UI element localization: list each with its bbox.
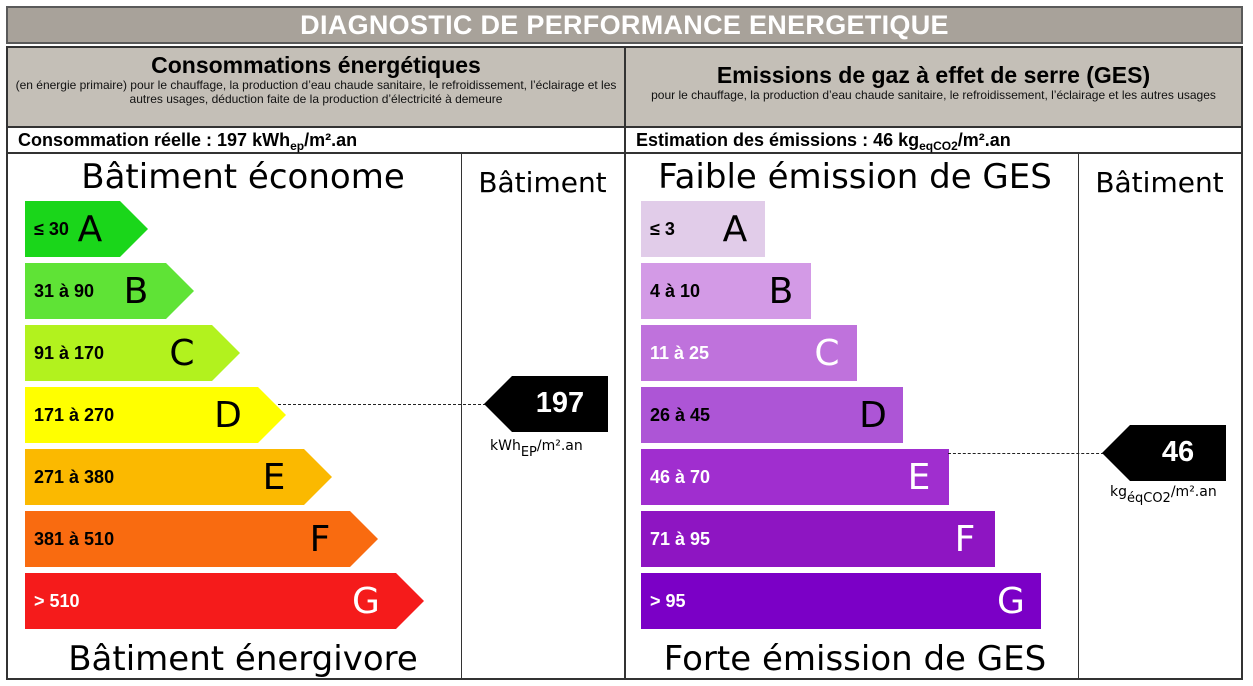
band-shape-d bbox=[25, 387, 286, 443]
ges-panel: Emissions de gaz à effet de serre (GES) … bbox=[624, 46, 1243, 680]
band-a: ≤ 3 A bbox=[641, 201, 765, 257]
energy-header: Consommations énergétiques (en énergie p… bbox=[8, 48, 624, 128]
band-shape-b bbox=[25, 263, 194, 319]
band-range-c: 11 à 25 bbox=[650, 343, 710, 363]
ges-measure-suffix: /m².an bbox=[957, 130, 1011, 150]
band-shape-c bbox=[25, 325, 240, 381]
band-letter-a: A bbox=[77, 209, 103, 250]
band-f: 381 à 510 F bbox=[25, 511, 378, 567]
band-range-a: ≤ 3 bbox=[650, 219, 675, 239]
ges-unit-pre: kg bbox=[1110, 484, 1127, 500]
energy-top-caption: Bâtiment économe bbox=[81, 157, 405, 197]
band-letter-d: D bbox=[214, 395, 242, 436]
band-letter-d: D bbox=[859, 395, 887, 436]
energy-marker-shape bbox=[484, 376, 608, 432]
band-range-f: 71 à 95 bbox=[650, 529, 711, 549]
ges-marker: 46 bbox=[1102, 425, 1226, 481]
energy-unit-post: /m².an bbox=[536, 438, 583, 454]
band-shape-d bbox=[641, 387, 903, 443]
band-letter-e: E bbox=[262, 457, 286, 498]
ges-measure-sub: eqCO2 bbox=[919, 139, 958, 153]
band-range-f: 381 à 510 bbox=[34, 529, 115, 549]
band-letter-g: G bbox=[997, 581, 1025, 622]
band-c: 91 à 170 C bbox=[25, 325, 240, 381]
band-letter-c: C bbox=[169, 333, 195, 374]
energy-marker-value: 197 bbox=[535, 387, 585, 419]
ges-marker-leader bbox=[948, 453, 1104, 454]
band-range-d: 26 à 45 bbox=[650, 405, 711, 425]
band-range-a: ≤ 30 bbox=[34, 219, 69, 239]
band-f: 71 à 95 F bbox=[641, 511, 995, 567]
band-range-b: 4 à 10 bbox=[650, 281, 701, 301]
band-range-g: > 95 bbox=[650, 591, 686, 611]
energy-unit-sub: EP bbox=[520, 445, 537, 460]
energy-panel: Consommations énergétiques (en énergie p… bbox=[6, 46, 626, 680]
band-range-d: 171 à 270 bbox=[34, 405, 115, 425]
band-range-e: 271 à 380 bbox=[34, 467, 115, 487]
band-letter-f: F bbox=[309, 519, 331, 560]
energy-marker-unit: kWhEP/m².an bbox=[490, 438, 583, 459]
band-letter-f: F bbox=[954, 519, 976, 560]
band-letter-c: C bbox=[814, 333, 840, 374]
energy-marker: 197 bbox=[484, 376, 608, 432]
ges-unit-post: /m².an bbox=[1170, 484, 1217, 500]
energy-subheading: (en énergie primaire) pour le chauffage,… bbox=[15, 78, 617, 106]
band-shape-e bbox=[641, 449, 949, 505]
band-shape-f bbox=[641, 511, 995, 567]
band-a: ≤ 30 A bbox=[25, 201, 148, 257]
band-letter-a: A bbox=[722, 209, 748, 250]
band-b: 4 à 10 B bbox=[641, 263, 811, 319]
energy-marker-leader bbox=[278, 404, 486, 405]
ges-marker-value: 46 bbox=[1161, 436, 1195, 468]
band-shape-g bbox=[641, 573, 1041, 629]
energy-bottom-caption: Bâtiment énergivore bbox=[68, 639, 418, 679]
ges-top-caption: Faible émission de GES bbox=[658, 157, 1052, 197]
ges-marker-unit: kgéqCO2/m².an bbox=[1110, 484, 1217, 505]
ges-bottom-caption: Forte émission de GES bbox=[663, 639, 1047, 679]
band-shape-f bbox=[25, 511, 378, 567]
band-shape-c bbox=[641, 325, 857, 381]
band-letter-e: E bbox=[907, 457, 931, 498]
band-shape-g bbox=[25, 573, 424, 629]
band-shape-a bbox=[641, 201, 765, 257]
dpe-page: DIAGNOSTIC DE PERFORMANCE ENERGETIQUE Co… bbox=[6, 6, 1243, 680]
band-d: 26 à 45 D bbox=[641, 387, 903, 443]
band-shape-e bbox=[25, 449, 332, 505]
ges-column-label: Bâtiment bbox=[1095, 166, 1224, 199]
energy-measure-prefix: Consommation réelle : 197 kWh bbox=[18, 130, 291, 150]
ges-measure: Estimation des émissions : 46 kgeqCO2/m²… bbox=[626, 128, 1241, 154]
band-g: > 95 G bbox=[641, 573, 1041, 629]
band-e: 46 à 70 E bbox=[641, 449, 949, 505]
band-c: 11 à 25 C bbox=[641, 325, 857, 381]
band-letter-b: B bbox=[123, 271, 149, 312]
ges-heading: Emissions de gaz à effet de serre (GES) bbox=[716, 62, 1151, 88]
ges-measure-prefix: Estimation des émissions : 46 kg bbox=[636, 130, 920, 150]
band-range-e: 46 à 70 bbox=[650, 467, 711, 487]
band-range-c: 91 à 170 bbox=[34, 343, 105, 363]
ges-column-divider bbox=[1078, 154, 1079, 678]
energy-unit-pre: kWh bbox=[490, 438, 521, 454]
band-shape-a bbox=[25, 201, 148, 257]
ges-subheading: pour le chauffage, la production d’eau c… bbox=[651, 88, 1216, 102]
energy-measure-sub: ep bbox=[290, 139, 305, 153]
energy-measure-suffix: /m².an bbox=[304, 130, 358, 150]
page-title: DIAGNOSTIC DE PERFORMANCE ENERGETIQUE bbox=[6, 6, 1243, 44]
ges-header: Emissions de gaz à effet de serre (GES) … bbox=[626, 48, 1241, 128]
band-e: 271 à 380 E bbox=[25, 449, 332, 505]
band-d: 171 à 270 D bbox=[25, 387, 286, 443]
energy-heading: Consommations énergétiques bbox=[151, 52, 481, 78]
ges-unit-sub: éqCO2 bbox=[1127, 491, 1171, 506]
energy-column-divider bbox=[461, 154, 462, 678]
energy-column-label: Bâtiment bbox=[478, 166, 607, 199]
ges-marker-shape bbox=[1102, 425, 1226, 481]
band-g: > 510 G bbox=[25, 573, 424, 629]
band-letter-g: G bbox=[352, 581, 380, 622]
energy-measure: Consommation réelle : 197 kWhep/m².an bbox=[8, 128, 624, 154]
band-range-b: 31 à 90 bbox=[34, 281, 95, 301]
band-shape-b bbox=[641, 263, 811, 319]
band-range-g: > 510 bbox=[34, 591, 80, 611]
band-letter-b: B bbox=[768, 271, 794, 312]
band-b: 31 à 90 B bbox=[25, 263, 194, 319]
